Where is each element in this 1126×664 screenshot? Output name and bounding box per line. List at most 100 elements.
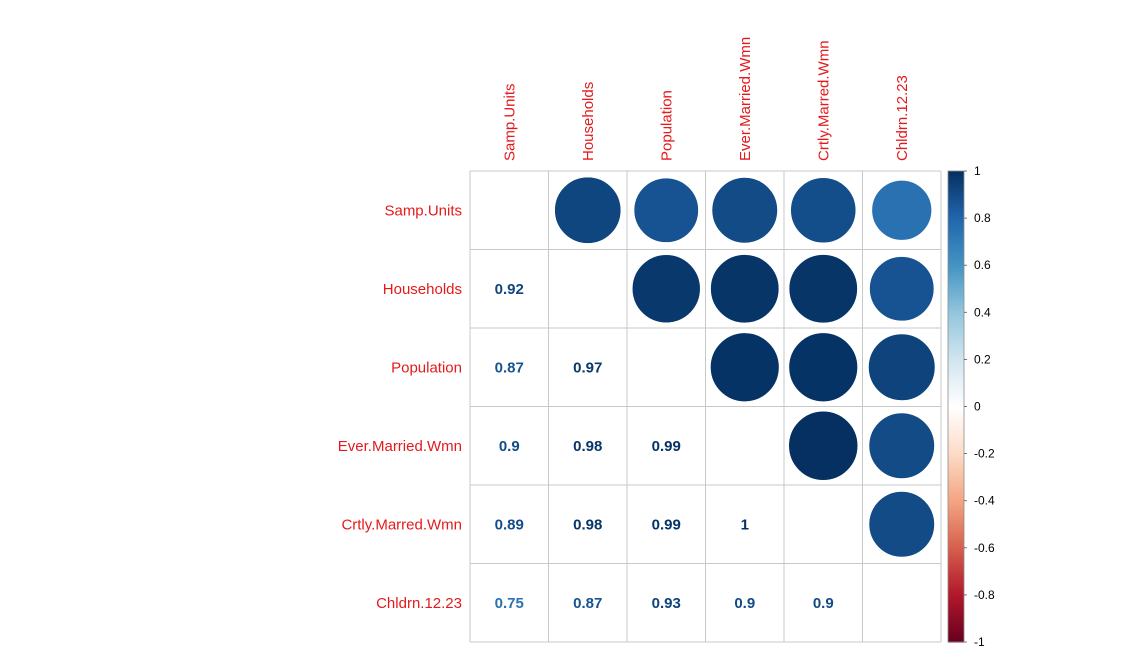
colorbar-segment [948,260,964,264]
colorbar-segment [948,451,964,455]
colorbar-segment [948,312,964,316]
colorbar-segment [948,225,964,229]
colorbar-segment [948,213,964,217]
colorbar-segment [948,361,964,365]
colorbar-segment [948,194,964,198]
correlation-circle-Samp.Units-Households [554,176,622,244]
colorbar-segment [948,406,964,410]
colorbar-segment [948,196,964,200]
colorbar-tick-label: 0.2 [974,352,991,366]
colorbar-segment [948,333,964,337]
colorbar-segment [948,319,964,323]
colorbar-segment [948,222,964,226]
colorbar-segment [948,397,964,401]
colorbar-segment [948,630,964,634]
colorbar-segment [948,568,964,572]
colorbar-segment [948,460,964,464]
colorbar-segment [948,265,964,269]
correlation-value: 0.89 [495,516,524,533]
colorbar-segment [948,314,964,318]
colorbar-segment [948,189,964,193]
correlation-value: 0.75 [495,595,524,612]
colorbar-segment [948,463,964,466]
column-label-Crtly.Marred.Wmn: Crtly.Marred.Wmn [815,40,832,161]
colorbar-segment [948,185,964,189]
upper-circles [554,176,936,558]
column-label-Households: Households [580,82,597,161]
correlation-circle-Crtly.Marred.Wmn-Chldrn.12.23 [868,491,935,558]
colorbar-segment [948,538,964,542]
colorbar-segment [948,239,964,243]
colorbar-segment [948,335,964,339]
colorbar-segment [948,571,964,575]
colorbar-segment [948,566,964,570]
colorbar-segment [948,418,964,422]
colorbar-segment [948,208,964,212]
row-label-Ever.Married.Wmn: Ever.Married.Wmn [338,438,462,455]
colorbar-segment [948,171,964,174]
colorbar-segment [948,279,964,283]
correlation-circle-Households-Ever.Married.Wmn [710,254,780,324]
colorbar-segment [948,554,964,558]
colorbar-segment [948,382,964,386]
column-label-Samp.Units: Samp.Units [501,83,518,161]
colorbar-segment [948,439,964,443]
colorbar-segment [948,373,964,377]
colorbar-segment [948,281,964,285]
colorbar-segment [948,321,964,325]
colorbar-segment [948,599,964,603]
colorbar-segment [948,229,964,233]
colorbar-segment [948,175,964,179]
correlation-circle-Households-Crtly.Marred.Wmn [788,254,858,324]
colorbar-segment [948,394,964,398]
colorbar-segment [948,366,964,370]
colorbar-segment [948,390,964,393]
colorbar: 1 0.8 0.6 0.4 0.2 0 -0.2 -0.4 -0.6 -0.8 -1 [947,164,995,649]
colorbar-tick-label: 0 [974,400,981,414]
colorbar-segment [948,387,964,391]
correlation-value: 0.9 [734,595,755,612]
colorbar-tick-label: 0.4 [974,305,991,319]
column-label-Chldrn.12.23: Chldrn.12.23 [894,75,911,161]
colorbar-segment [948,498,964,502]
correlation-circle-Population-Ever.Married.Wmn [710,332,780,402]
colorbar-segment [948,611,964,615]
colorbar-segment [948,328,964,332]
correlation-value: 1 [741,516,749,533]
correlation-value: 0.9 [813,595,834,612]
colorbar-segment [948,420,964,424]
colorbar-segment [948,206,964,210]
colorbar-segment [948,637,964,641]
colorbar-segment [948,512,964,516]
colorbar-segment [948,399,964,403]
correlation-circle-Samp.Units-Crtly.Marred.Wmn [790,177,857,244]
colorbar-segment [948,559,964,563]
colorbar-segment [948,493,964,497]
colorbar-segment [948,246,964,250]
colorbar-segment [948,298,964,302]
colorbar-segment [948,244,964,247]
correlation-circle-Population-Chldrn.12.23 [868,333,936,401]
colorbar-segment [948,302,964,306]
colorbar-segment [948,521,964,525]
colorbar-segment [948,507,964,511]
colorbar-segment [948,203,964,207]
colorbar-segment [948,531,964,535]
colorbar-segment [948,547,964,551]
colorbar-tick-label: 1 [974,164,981,178]
colorbar-tick-label: -0.6 [974,541,995,555]
colorbar-segment [948,340,964,344]
colorbar-segment [948,453,964,457]
colorbar-segment [948,413,964,417]
row-label-Crtly.Marred.Wmn: Crtly.Marred.Wmn [341,516,462,533]
colorbar-segment [948,620,964,624]
colorbar-segment [948,606,964,610]
colorbar-segment [948,415,964,419]
colorbar-segment [948,227,964,231]
colorbar-segment [948,317,964,320]
colorbar-segment [948,448,964,452]
correlation-circle-Ever.Married.Wmn-Chldrn.12.23 [868,412,935,479]
colorbar-segment [948,432,964,436]
correlation-circle-Households-Chldrn.12.23 [869,256,935,322]
